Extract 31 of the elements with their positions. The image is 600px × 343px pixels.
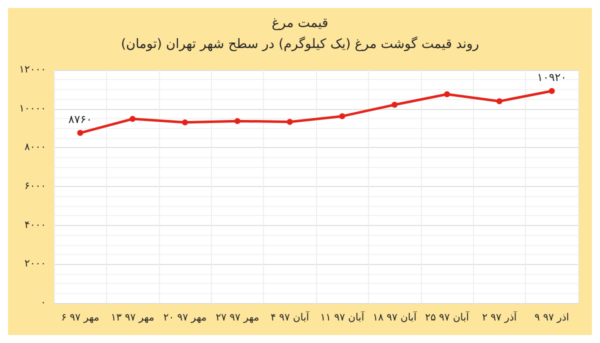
x-tick-label: ۶ مهر ۹۷ xyxy=(61,312,100,324)
x-tick-label: ۹ اذر ۹۷ xyxy=(534,312,570,324)
data-label: ۸۷۶۰ xyxy=(68,112,92,126)
x-tick-label: ۲ آذر ۹۷ xyxy=(482,310,518,324)
x-tick-label: ۱۳ مهر ۹۷ xyxy=(110,312,154,324)
point xyxy=(548,88,555,94)
point xyxy=(339,113,346,120)
y-tick-label: ۶۰۰۰ xyxy=(24,181,46,192)
data-label: ۱۰۹۲۰ xyxy=(537,70,567,84)
y-tick-label: ۱۰۰۰۰ xyxy=(19,103,46,114)
point xyxy=(130,116,136,122)
x-tick-label: ۱۸ آبان ۹۷ xyxy=(372,310,418,324)
x-tick-label: ۲۷ مهر ۹۷ xyxy=(216,312,260,324)
point xyxy=(234,118,240,124)
y-tick-label: ۱۲۰۰۰ xyxy=(19,64,46,76)
y-tick-label: ۴۰۰۰ xyxy=(24,220,46,231)
chart-subtitle: روند قیمت گوشت مرغ (یک کیلوگرم) در سطح شهر تهران (تومان) xyxy=(120,36,480,52)
y-tick-label: ۸۰۰۰ xyxy=(24,142,46,154)
x-tick-label: ۴ آبان ۹۷ xyxy=(270,310,310,324)
point xyxy=(392,102,398,108)
point xyxy=(496,98,502,104)
y-tick-label: ۲۰۰۰ xyxy=(24,258,46,270)
x-tick-label: ۲۵ آبان ۹۷ xyxy=(425,310,470,324)
y-tick-label: ۰ xyxy=(40,298,46,308)
point xyxy=(77,130,84,136)
x-tick-label: ۱۱ آبان ۹۷ xyxy=(320,310,366,324)
chart-title: قیمت مرغ xyxy=(272,16,328,31)
x-tick-label: ۲۰ مهر ۹۷ xyxy=(163,312,207,324)
point xyxy=(286,118,293,125)
point xyxy=(182,119,188,126)
point xyxy=(444,91,450,98)
